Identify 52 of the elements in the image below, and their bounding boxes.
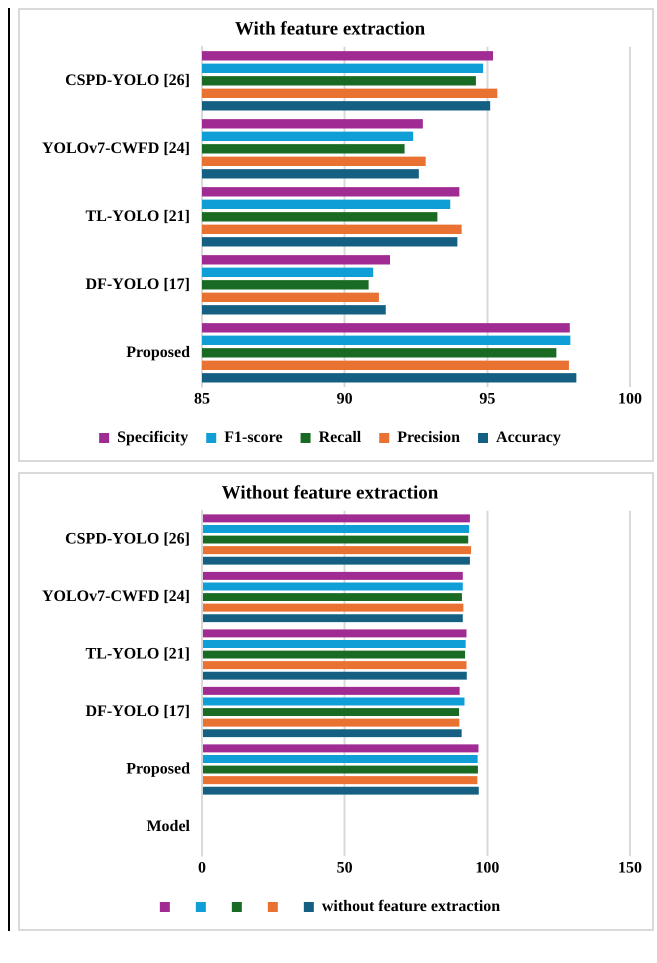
bar <box>202 755 478 763</box>
bar <box>202 650 466 659</box>
bar <box>202 536 468 544</box>
bar <box>202 708 460 716</box>
bar <box>202 718 460 727</box>
bar <box>202 686 460 695</box>
legend-label: F1-score <box>224 429 283 446</box>
bar <box>202 593 462 602</box>
x-tick-label: 150 <box>618 860 642 877</box>
bar <box>202 514 470 522</box>
chart-title: With feature extraction <box>234 18 426 40</box>
bar <box>202 661 466 670</box>
y-tick-label: Proposed <box>126 760 190 778</box>
x-tick-label: 95 <box>479 390 496 408</box>
y-tick-label: TL-YOLO [21] <box>86 646 190 663</box>
y-tick-label: YOLOv7-CWFD [24] <box>42 588 190 606</box>
bar <box>202 629 466 638</box>
bar <box>202 776 478 784</box>
legend-label: without feature extraction <box>322 898 500 916</box>
bar <box>202 744 478 752</box>
legend-label: Specificity <box>117 429 188 446</box>
bar <box>202 572 463 580</box>
x-tick-label: 100 <box>618 390 642 408</box>
y-tick-label: DF-YOLO [17] <box>86 703 190 720</box>
bar <box>202 525 470 533</box>
chart-title: Without feature extraction <box>222 482 439 504</box>
bar <box>202 698 464 706</box>
x-tick-label: 85 <box>194 390 210 408</box>
bar <box>202 672 467 680</box>
y-tick-label: DF-YOLO [17] <box>86 276 190 293</box>
y-tick-label: Proposed <box>126 344 190 361</box>
y-tick-label: TL-YOLO [21] <box>86 208 190 225</box>
bar <box>202 640 466 648</box>
legend-label: Accuracy <box>496 429 561 446</box>
x-tick-label: 100 <box>475 860 500 877</box>
bar <box>202 546 472 554</box>
x-tick-label: 50 <box>336 860 353 877</box>
y-tick-label: CSPD-YOLO [26] <box>65 72 190 89</box>
bar <box>202 786 479 795</box>
bar <box>202 582 463 590</box>
bar <box>202 604 464 612</box>
bar <box>202 614 463 622</box>
x-tick-label: 90 <box>336 390 353 408</box>
x-tick-label: 0 <box>198 860 206 877</box>
y-tick-label: Model <box>146 818 191 836</box>
y-tick-label: YOLOv7-CWFD [24] <box>42 140 190 157</box>
bar <box>202 556 470 565</box>
y-tick-label: CSPD-YOLO [26] <box>65 530 190 548</box>
bar <box>202 766 478 774</box>
legend-label: Precision <box>397 429 460 446</box>
legend-label: Recall <box>318 429 362 446</box>
bar <box>202 729 462 738</box>
